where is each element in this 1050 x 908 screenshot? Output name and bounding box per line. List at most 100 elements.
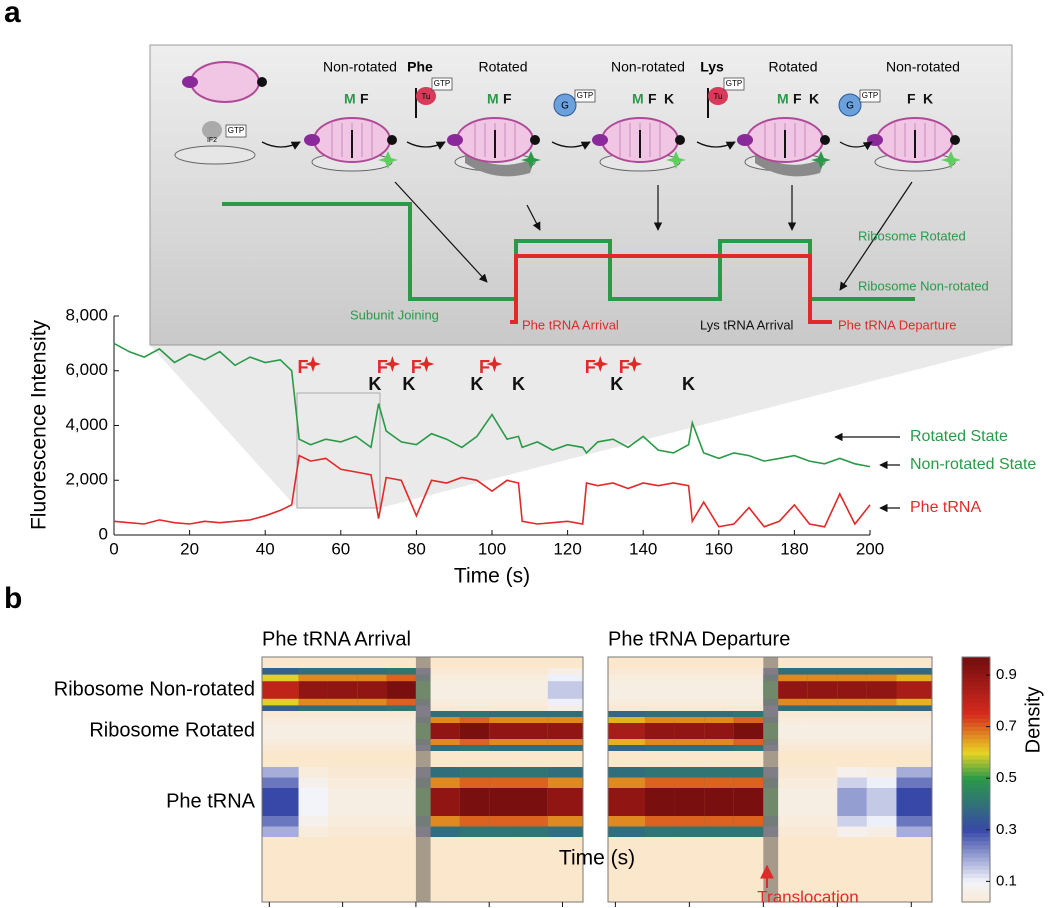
ef-g xyxy=(553,93,577,117)
heat-cell xyxy=(608,723,646,739)
event-label: F xyxy=(479,357,490,377)
heat-cell xyxy=(386,788,417,816)
codon: F xyxy=(503,91,512,107)
colorbar-tick-label: 0.3 xyxy=(996,821,1017,838)
colorbar-slice xyxy=(962,730,990,736)
pointer-arrow xyxy=(394,181,488,283)
event-label: K xyxy=(402,374,415,394)
state-label: Rotated xyxy=(768,59,817,75)
heat-cell xyxy=(547,723,584,739)
colorbar-slice xyxy=(962,791,990,797)
colorbar-slice xyxy=(962,710,990,715)
reaction-arrow xyxy=(551,141,591,150)
codon: K xyxy=(923,91,933,107)
heat-cell xyxy=(518,788,549,816)
codon: F xyxy=(360,91,369,107)
event-label: K xyxy=(682,374,695,394)
cy5-dot xyxy=(257,77,267,87)
row-label: Ribosome Non-rotated xyxy=(54,678,255,700)
ef-tu xyxy=(416,87,436,105)
cy3-star xyxy=(521,151,541,169)
heat-cell xyxy=(866,723,897,739)
event-label: F xyxy=(377,357,388,377)
heat-cell xyxy=(430,788,461,816)
schematic: IF2 GTP Non-rotated Rotated Non-rotated Rotat… xyxy=(174,59,989,332)
colorbar-slice xyxy=(962,742,990,748)
event-star xyxy=(305,356,321,372)
codon: K xyxy=(664,91,674,107)
colorbar-slice xyxy=(962,775,990,780)
cy3-star xyxy=(941,151,961,169)
ef-tu xyxy=(708,87,728,105)
heat-cell xyxy=(430,681,461,699)
event-label: K xyxy=(368,374,381,394)
heat-cell xyxy=(837,723,868,739)
heat-cell xyxy=(674,788,705,816)
colorbar-slice xyxy=(962,718,990,723)
colorbar-slice xyxy=(962,877,990,883)
heatmap-title: Phe tRNA Arrival xyxy=(262,628,411,650)
trace-label: Phe tRNA Departure xyxy=(838,317,957,332)
colorbar-slice xyxy=(962,783,990,789)
heatmap-frame xyxy=(261,656,584,903)
event-label: F xyxy=(585,357,596,377)
heatmaps: Ribosome Non-rotated Ribosome Rotated Phe … xyxy=(54,628,1045,908)
heatmap-frame xyxy=(607,656,933,903)
colorbar-tick-label: 0.5 xyxy=(996,769,1017,786)
gtp-label: GTP xyxy=(862,91,878,100)
colorbar-slice xyxy=(962,881,990,887)
zoom-region xyxy=(296,392,381,509)
codon: M xyxy=(487,91,499,107)
heat-cell xyxy=(357,681,388,699)
colorbar-slice xyxy=(962,771,990,776)
heat-cell xyxy=(733,723,764,739)
trace-label: Ribosome Rotated xyxy=(858,228,966,243)
heat-cell xyxy=(262,723,300,739)
trace-label: Subunit Joining xyxy=(350,307,439,322)
event-label: F xyxy=(298,357,309,377)
heat-cell xyxy=(896,681,933,699)
colorbar-slice xyxy=(962,755,990,760)
event-label: K xyxy=(470,374,483,394)
colorbar-slice xyxy=(962,820,990,825)
gtp-box xyxy=(225,124,247,138)
heat-cell xyxy=(704,681,735,699)
colorbar-slice xyxy=(962,706,990,711)
colorbar-slice xyxy=(962,804,990,809)
heat-cell xyxy=(489,681,520,699)
heat-cell xyxy=(547,788,584,816)
trace-label: Phe tRNA Arrival xyxy=(522,317,619,332)
idealized-phe xyxy=(510,254,832,324)
heat-cell xyxy=(327,681,358,699)
heat-cell xyxy=(674,681,705,699)
heat-cell xyxy=(778,788,809,816)
colorbar-slice xyxy=(962,693,990,699)
trace-line xyxy=(113,342,871,468)
colorbar-slice xyxy=(962,853,990,858)
ef-g xyxy=(838,93,862,117)
codon: F xyxy=(793,91,802,107)
heat-cell xyxy=(430,723,461,739)
colorbar-slice xyxy=(962,840,990,846)
colorbar-tick-label: 0.7 xyxy=(996,718,1017,735)
x-tick-label: 160 xyxy=(705,539,733,558)
y-tick-label: 6,000 xyxy=(65,360,108,379)
heat-cell xyxy=(704,788,735,816)
heat-cell xyxy=(837,788,868,816)
event-star xyxy=(592,356,609,372)
idealized-fret xyxy=(222,202,915,301)
heat-cell xyxy=(547,681,584,699)
codon: M xyxy=(632,91,644,107)
cy3-star xyxy=(666,151,686,169)
colorbar-label: Density xyxy=(1022,687,1044,754)
state-label: Non-rotated xyxy=(323,59,397,75)
state-label: Non-rotated xyxy=(611,59,685,75)
heat-cell xyxy=(866,788,897,816)
heat-cell xyxy=(298,681,329,699)
colorbar-slice xyxy=(962,738,990,744)
colorbar-slice xyxy=(962,861,990,866)
reaction-arrow xyxy=(406,141,446,150)
colorbar-slice xyxy=(962,767,990,772)
rotated-subunit xyxy=(465,150,535,177)
heat-cell xyxy=(608,788,646,816)
